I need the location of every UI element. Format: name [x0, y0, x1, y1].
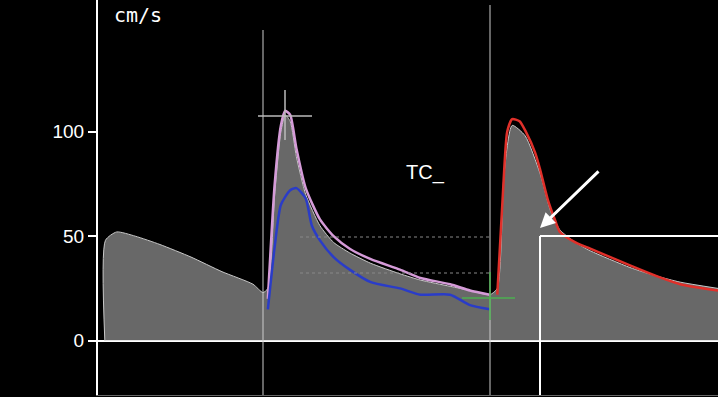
- svg-text:cm/s: cm/s: [114, 3, 162, 27]
- svg-text:100: 100: [52, 121, 84, 142]
- svg-text:50: 50: [63, 226, 84, 247]
- svg-text:0: 0: [74, 330, 85, 351]
- svg-text:TC_: TC_: [406, 161, 445, 184]
